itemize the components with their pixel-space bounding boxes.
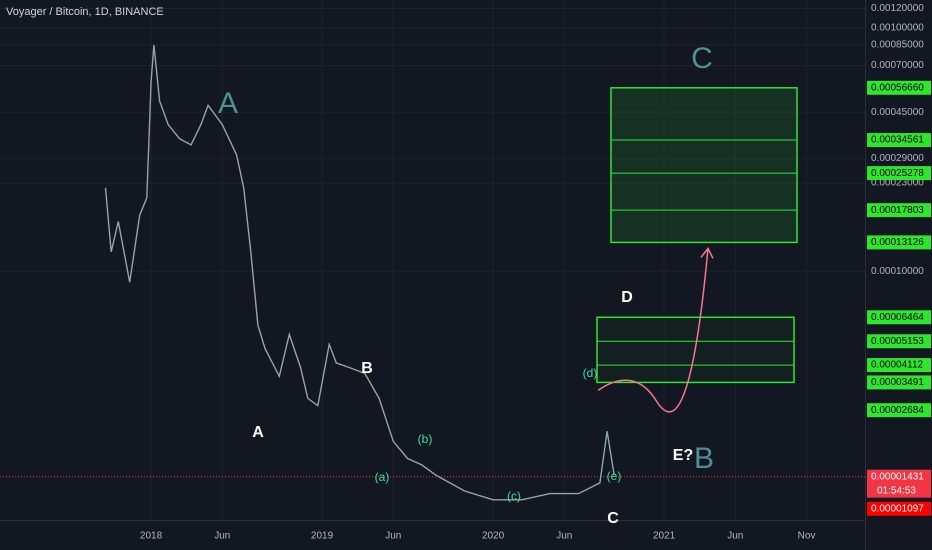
chart-title: Voyager / Bitcoin, 1D, BINANCE [6, 6, 164, 18]
level-label-bg [867, 375, 931, 390]
y-tick-label: 0.00070000 [871, 60, 924, 71]
current-price-label: 0.00001431 [871, 471, 924, 482]
level-label-bg [867, 310, 931, 325]
level-label: 0.00006464 [871, 312, 924, 323]
level-label: 0.00004112 [871, 360, 924, 371]
x-tick-label: 2018 [140, 531, 163, 542]
current-price-bg [867, 469, 931, 498]
x-tick-label: 2021 [653, 531, 676, 542]
level-label: 0.00005153 [871, 336, 924, 347]
y-tick-label: 0.00100000 [871, 22, 924, 33]
x-tick-label: 2020 [482, 531, 505, 542]
annotation: (e) [607, 469, 622, 483]
annotation: (c) [507, 489, 521, 503]
y-tick-label: 0.00029000 [871, 153, 924, 164]
annotation: B [361, 360, 373, 377]
annotation: (b) [418, 432, 433, 446]
x-tick-label: Jun [385, 531, 401, 542]
annotation: A [218, 87, 238, 120]
level-label-bg [867, 133, 931, 148]
low-price-label: 0.00001097 [871, 503, 924, 514]
level-label-bg [867, 80, 931, 95]
level-label: 0.00034561 [871, 135, 924, 146]
annotation: D [621, 289, 633, 306]
x-tick-label: Jun [727, 531, 743, 542]
level-label: 0.00025278 [871, 168, 924, 179]
level-label: 0.00017803 [871, 205, 924, 216]
countdown: 01:54:53 [877, 485, 916, 496]
x-tick-label: Nov [798, 531, 816, 542]
level-label: 0.00003491 [871, 377, 924, 388]
level-label: 0.00002684 [871, 405, 924, 416]
level-label-bg [867, 334, 931, 349]
level-label: 0.00056660 [871, 82, 924, 93]
annotation: B [694, 442, 714, 475]
price-line [104, 44, 615, 501]
projection-arrowhead [700, 247, 714, 259]
x-tick-label: Jun [214, 531, 230, 542]
level-label-bg [867, 166, 931, 181]
annotation: C [607, 510, 619, 527]
target-box [610, 87, 798, 244]
low-price-bg [867, 501, 931, 516]
annotation: (d) [583, 366, 598, 380]
level-label-bg [867, 203, 931, 218]
annotation: A [252, 424, 264, 441]
annotation: (a) [375, 470, 390, 484]
y-tick-label: 0.00023000 [871, 178, 924, 189]
level-label-bg [867, 358, 931, 373]
level-label: 0.00013126 [871, 237, 924, 248]
y-tick-label: 0.00010000 [871, 266, 924, 277]
y-tick-label: 0.00085000 [871, 40, 924, 51]
x-tick-label: Jun [556, 531, 572, 542]
y-tick-label: 0.00120000 [871, 3, 924, 14]
projection-curve [597, 248, 709, 413]
annotation: E? [673, 447, 693, 464]
y-tick-label: 0.00045000 [871, 107, 924, 118]
x-tick-label: 2019 [311, 531, 334, 542]
level-label-bg [867, 403, 931, 418]
annotation: C [691, 42, 713, 75]
level-label-bg [867, 235, 931, 250]
